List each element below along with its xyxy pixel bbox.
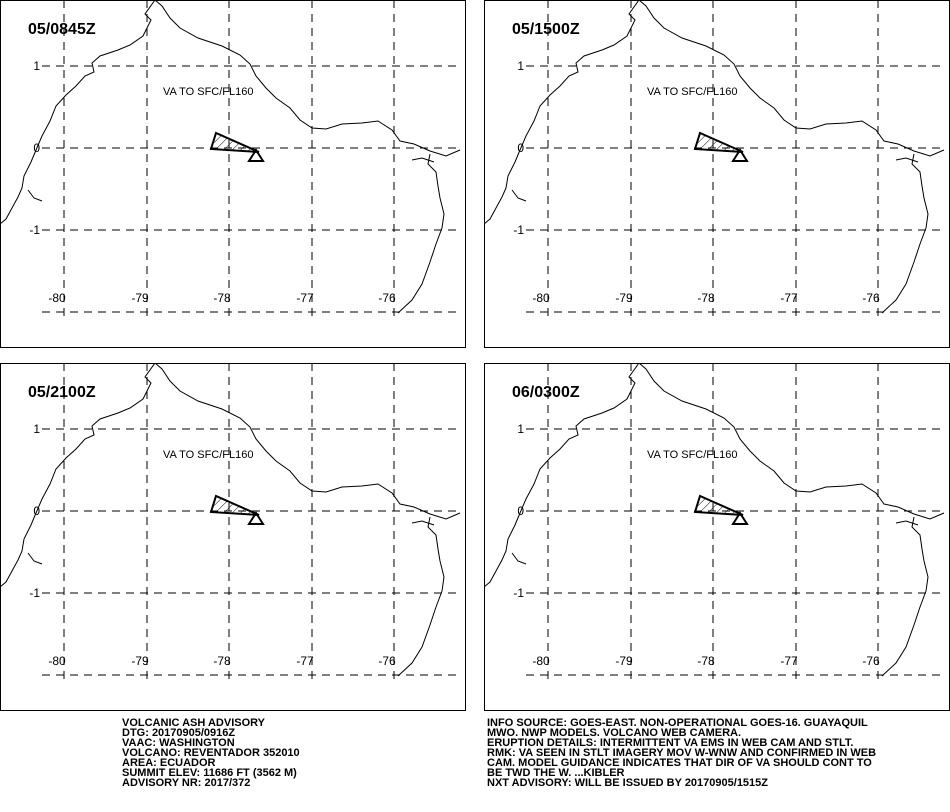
latitude-label: 1 [517,422,524,436]
latitude-label: 0 [33,141,40,155]
latitude-label: -1 [513,586,524,600]
longitude-label: -76 [862,291,880,305]
latitude-label: -1 [29,586,40,600]
advisory-line: VOLCANIC ASH ADVISORY [122,717,266,729]
latitude-label: 1 [33,59,40,73]
ash-label: VA TO SFC/FL160 [647,449,738,461]
map-content [484,363,946,681]
advisory-line: MWO. NWP MODELS. VOLCANO WEB CAMERA. [487,727,741,739]
advisory-line: CAM. MODEL GUIDANCE INDICATES THAT DIR O… [487,757,872,769]
panel-frame [0,363,466,711]
longitude-label: -80 [48,654,66,668]
longitude-label: -77 [780,291,798,305]
ash-cloud [209,131,260,153]
valid-time: 05/0845Z [28,21,96,38]
valid-time: 05/2100Z [28,384,96,401]
panel-frame [484,0,950,348]
latitude-label: 1 [517,59,524,73]
longitude-label: -78 [213,291,231,305]
advisory-line: AREA: ECUADOR [122,757,216,769]
map-panel: 1 0 -1 -80 -79 -78 -77 -76 06/0300Z VA TO SFC/FL1… [484,363,950,711]
ash-cloud [693,494,744,516]
advisory-line: ADVISORY NR: 2017/372 [122,777,250,789]
volcano-symbol [731,511,749,525]
longitude-label: -79 [131,291,149,305]
longitude-label: -78 [213,654,231,668]
valid-time: 06/0300Z [512,384,580,401]
ash-cloud [693,131,744,153]
advisory-line: VAAC: WASHINGTON [122,737,235,749]
advisory-line: VOLCANO: REVENTADOR 352010 [122,747,300,759]
coastline [154,363,461,677]
coastline [638,363,945,677]
longitude-label: -80 [532,654,550,668]
longitude-label: -76 [862,654,880,668]
longitude-label: -78 [697,654,715,668]
longitude-label: -80 [48,291,66,305]
panel-frame [0,0,466,348]
coastline [484,363,640,588]
longitude-label: -77 [296,654,314,668]
valid-time: 05/1500Z [512,21,580,38]
coastline [0,363,156,588]
ash-label: VA TO SFC/FL160 [647,86,738,98]
map-content [484,0,946,318]
advisory-line: INFO SOURCE: GOES-EAST. NON-OPERATIONAL … [487,717,868,729]
longitude-label: -76 [378,291,396,305]
advisory-line: ERUPTION DETAILS: INTERMITTENT VA EMS IN… [487,737,853,749]
map-panel: 1 0 -1 -80 -79 -78 -77 -76 05/0845Z VA TO SFC/FL1… [0,0,466,348]
advisory-line: DTG: 20170905/0916Z [122,727,235,739]
latitude-label: -1 [513,223,524,237]
map-content [0,363,462,681]
longitude-label: -77 [780,654,798,668]
longitude-label: -79 [615,654,633,668]
longitude-label: -77 [296,291,314,305]
longitude-label: -79 [131,654,149,668]
advisory-line: BE TWD THE W. ...KIBLER [487,767,625,779]
ash-label: VA TO SFC/FL160 [163,86,254,98]
coastline [638,0,945,314]
latitude-label: 0 [517,141,524,155]
longitude-label: -80 [532,291,550,305]
latitude-label: -1 [29,223,40,237]
volcano-symbol [731,148,749,162]
map-panel: 1 0 -1 -80 -79 -78 -77 -76 05/2100Z VA TO SFC/FL1… [0,363,466,711]
volcano-symbol [247,148,265,162]
ash-label: VA TO SFC/FL160 [163,449,254,461]
advisory-line: RMK: VA SEEN IN STLT IMAGERY MOV W-WNW A… [487,747,876,759]
map-panel: 1 0 -1 -80 -79 -78 -77 -76 05/1500Z VA TO SFC/FL1… [484,0,950,348]
coastline [484,0,640,225]
volcano-symbol [247,511,265,525]
latitude-label: 0 [33,504,40,518]
panel-frame [484,363,950,711]
latitude-label: 0 [517,504,524,518]
coastline [0,0,156,225]
map-content [0,0,462,318]
advisory-line: SUMMIT ELEV: 11686 FT (3562 M) [122,767,297,779]
advisory-line: NXT ADVISORY: WILL BE ISSUED BY 20170905… [487,777,768,789]
longitude-label: -78 [697,291,715,305]
latitude-label: 1 [33,422,40,436]
coastline [154,0,461,314]
ash-cloud [209,494,260,516]
longitude-label: -76 [378,654,396,668]
longitude-label: -79 [615,291,633,305]
